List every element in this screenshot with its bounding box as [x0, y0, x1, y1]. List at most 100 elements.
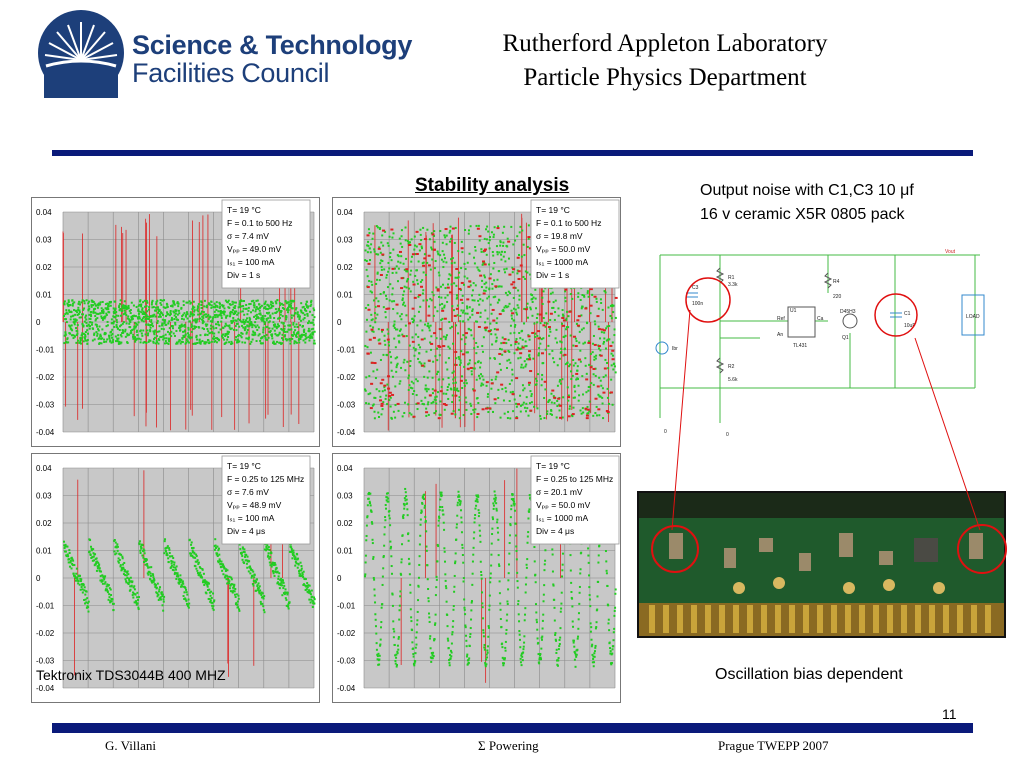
pcb-photo-svg — [639, 493, 1004, 636]
schematic-label: 3.3k — [728, 282, 738, 288]
info-line: σ = 19.8 mV — [536, 231, 583, 241]
y-tick-label: 0 — [337, 318, 342, 327]
info-box — [530, 455, 620, 545]
schematic-label: TL431 — [793, 343, 807, 349]
y-tick-label: -0.04 — [36, 428, 55, 437]
y-tick-label: 0 — [36, 318, 41, 327]
note-line2: 16 v ceramic X5R 0805 pack — [700, 206, 905, 223]
schematic-label: C1 — [904, 311, 911, 317]
noise-plot-2: 0.04 0.03 0.02 0.01 0 -0.01 -0.02 -0.03 -0.04 T= … — [332, 197, 621, 447]
info-line: Iₛ₁ = 100 mA — [227, 513, 275, 523]
info-box — [530, 199, 620, 289]
header-department: Particle Physics Department — [523, 64, 807, 91]
info-line: Iₛ₁ = 100 mA — [227, 257, 275, 267]
y-tick-label: 0.04 — [36, 464, 52, 473]
info-line: Div = 4 μs — [536, 526, 574, 536]
schematic-label: 220 — [833, 294, 842, 300]
oscillation-caption: Oscillation bias dependent — [715, 666, 903, 683]
info-line: F = 0.1 to 500 Hz — [227, 218, 292, 228]
y-tick-label: -0.03 — [337, 401, 356, 410]
noise-plot-2-svg: 0.04 0.03 0.02 0.01 0 -0.01 -0.02 -0.03 -0.04 T= … — [337, 199, 620, 437]
y-tick-label: -0.02 — [36, 373, 55, 382]
schematic-label: Ibr — [672, 346, 678, 352]
y-tick-label: 0.04 — [337, 464, 353, 473]
y-tick-label: -0.01 — [36, 346, 55, 355]
info-box — [221, 199, 311, 289]
info-line: F = 0.25 to 125 MHz — [227, 474, 304, 484]
info-line: F = 0.1 to 500 Hz — [536, 218, 601, 228]
noise-plot-1: 0.04 0.03 0.02 0.01 0 -0.01 -0.02 -0.03 -0.04 T= … — [31, 197, 320, 447]
y-tick-label: -0.03 — [36, 657, 55, 666]
y-tick-label: 0.03 — [337, 492, 353, 501]
info-line: Vₚₚ = 48.9 mV — [227, 500, 282, 510]
schematic-label: D45H3 — [840, 309, 856, 315]
schematic-label: 100n — [692, 301, 703, 307]
y-tick-label: 0.02 — [337, 519, 353, 528]
info-line: Iₛ₁ = 1000 mA — [536, 513, 588, 523]
trace-group — [364, 213, 618, 431]
info-box — [221, 455, 311, 545]
y-tick-label: 0.03 — [337, 236, 353, 245]
noise-plot-3-svg: 0.04 0.03 0.02 0.01 0 -0.01 -0.02 -0.03 -0.04 T= … — [36, 455, 316, 693]
schematic-label: Ca — [817, 316, 824, 322]
schematic-label: U1 — [790, 308, 797, 314]
info-line: σ = 7.6 mV — [227, 487, 269, 497]
y-tick-label: -0.04 — [337, 428, 356, 437]
stfc-logo-icon — [38, 10, 124, 98]
schematic-svg: Vout R1 3.3k C3 100n R4 220 U1 Ref Ca An… — [655, 249, 985, 438]
schematic-label: Q1 — [842, 335, 849, 341]
schematic-label: 10uF — [904, 323, 915, 329]
y-tick-label: 0.01 — [36, 291, 52, 300]
y-tick-label: 0.01 — [337, 547, 353, 556]
info-line: Div = 4 μs — [227, 526, 265, 536]
info-line: T= 19 °C — [536, 461, 570, 471]
header-divider — [52, 150, 973, 156]
c3-highlight-circle — [685, 277, 731, 323]
y-tick-label: -0.01 — [36, 602, 55, 611]
logo-text-line2: Facilities Council — [132, 58, 330, 88]
y-tick-label: -0.01 — [337, 602, 356, 611]
footer-venue: Prague TWEPP 2007 — [718, 738, 829, 753]
footer-topic: Σ Powering — [478, 738, 539, 753]
info-line: Vₚₚ = 50.0 mV — [536, 244, 591, 254]
schematic-label: R1 — [728, 275, 735, 281]
y-tick-label: -0.03 — [36, 401, 55, 410]
y-tick-label: 0.03 — [36, 492, 52, 501]
c1-highlight-circle — [874, 293, 918, 337]
schematic-label: 0 — [726, 432, 729, 438]
y-tick-label: 0.03 — [36, 236, 52, 245]
info-line: Div = 1 s — [536, 270, 569, 280]
footer-author: G. Villani — [105, 738, 156, 753]
info-line: Vₚₚ = 49.0 mV — [227, 244, 282, 254]
info-line: T= 19 °C — [227, 205, 261, 215]
y-tick-label: 0 — [36, 574, 41, 583]
y-tick-label: 0.02 — [36, 263, 52, 272]
info-line: σ = 20.1 mV — [536, 487, 583, 497]
y-tick-label: 0.02 — [36, 519, 52, 528]
y-tick-label: -0.01 — [337, 346, 356, 355]
noise-plot-1-svg: 0.04 0.03 0.02 0.01 0 -0.01 -0.02 -0.03 -0.04 T= … — [36, 199, 316, 437]
info-line: F = 0.25 to 125 MHz — [536, 474, 613, 484]
header-lab-name: Rutherford Appleton Laboratory — [502, 30, 828, 57]
schematic-label: 0 — [664, 429, 667, 435]
y-tick-label: 0.02 — [337, 263, 353, 272]
logo-text-line1: Science & Technology — [132, 30, 413, 60]
info-line: T= 19 °C — [227, 461, 261, 471]
y-tick-label: -0.02 — [337, 373, 356, 382]
y-tick-label: -0.02 — [337, 629, 356, 638]
info-line: Iₛ₁ = 1000 mA — [536, 257, 588, 267]
noise-plot-4: 0.04 0.03 0.02 0.01 0 -0.01 -0.02 -0.03 -0.04 T= … — [332, 453, 621, 703]
scope-caption: Tektronix TDS3044B 400 MHZ — [36, 667, 226, 683]
info-line: Div = 1 s — [227, 270, 260, 280]
y-tick-label: 0.01 — [337, 291, 353, 300]
y-tick-label: 0 — [337, 574, 342, 583]
y-tick-label: 0.01 — [36, 547, 52, 556]
page-number: 11 — [942, 706, 957, 722]
schematic-label: C3 — [692, 285, 699, 291]
schematic-label: LOAD — [966, 314, 980, 320]
noise-plot-3: 0.04 0.03 0.02 0.01 0 -0.01 -0.02 -0.03 -0.04 T= … — [31, 453, 320, 703]
y-tick-label: -0.04 — [36, 684, 55, 693]
trace-group — [63, 468, 316, 677]
schematic-label: Vout — [945, 249, 956, 255]
schematic-label: R4 — [833, 279, 840, 285]
